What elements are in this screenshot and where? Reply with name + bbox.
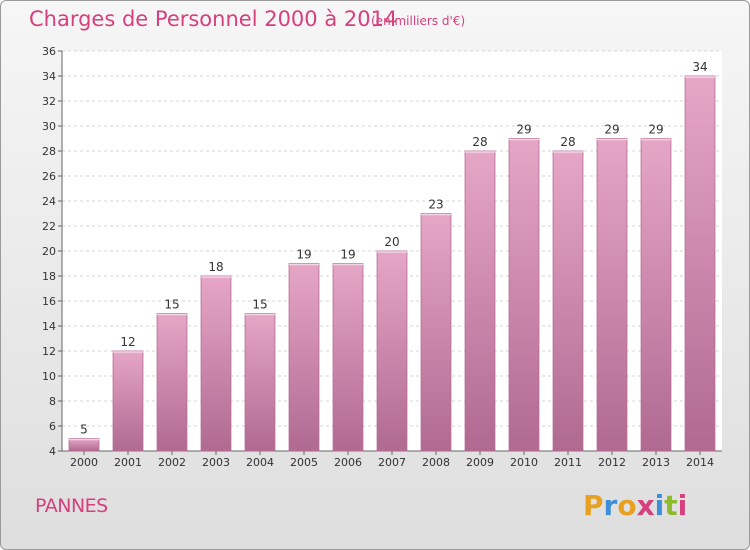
chart-subtitle: (en milliers d'€) xyxy=(371,14,466,28)
bar-2010[interactable] xyxy=(508,138,540,452)
logo-letter: o xyxy=(617,489,637,522)
y-tick-label: 22 xyxy=(42,220,56,233)
y-tick-label: 4 xyxy=(49,445,56,458)
bar-2014[interactable] xyxy=(684,75,716,452)
value-label: 15 xyxy=(164,298,179,312)
x-tick-label: 2014 xyxy=(686,456,714,469)
logo-letter: P xyxy=(583,489,604,522)
x-tick-label: 2005 xyxy=(290,456,318,469)
y-tick-label: 20 xyxy=(42,245,56,258)
logo-letter: x xyxy=(636,489,655,522)
y-tick-label: 14 xyxy=(42,320,56,333)
y-tick-label: 24 xyxy=(42,195,56,208)
y-tick-label: 28 xyxy=(42,145,56,158)
x-tick-label: 2013 xyxy=(642,456,670,469)
logo-letter: i xyxy=(654,489,665,522)
value-label: 18 xyxy=(208,260,223,274)
logo-letter: t xyxy=(664,489,678,522)
value-label: 20 xyxy=(384,235,399,249)
value-label: 29 xyxy=(648,123,663,137)
value-label: 29 xyxy=(516,123,531,137)
x-tick-label: 2009 xyxy=(466,456,494,469)
bar-2011[interactable] xyxy=(552,150,584,452)
logo-letter: i xyxy=(677,489,688,522)
y-tick-label: 34 xyxy=(42,70,56,83)
x-tick-label: 2006 xyxy=(334,456,362,469)
y-tick-label: 18 xyxy=(42,270,56,283)
value-label: 5 xyxy=(80,423,88,437)
x-tick-label: 2010 xyxy=(510,456,538,469)
bar-2000[interactable] xyxy=(68,438,100,452)
bar-2005[interactable] xyxy=(288,263,320,452)
x-tick-label: 2007 xyxy=(378,456,406,469)
y-tick-label: 32 xyxy=(42,95,56,108)
value-label: 28 xyxy=(560,135,575,149)
x-tick-label: 2012 xyxy=(598,456,626,469)
bar-2008[interactable] xyxy=(420,213,452,452)
x-tick-label: 2002 xyxy=(158,456,186,469)
x-tick-label: 2004 xyxy=(246,456,274,469)
bar-2009[interactable] xyxy=(464,150,496,452)
x-tick-label: 2001 xyxy=(114,456,142,469)
y-tick-label: 16 xyxy=(42,295,56,308)
bar-2002[interactable] xyxy=(156,313,188,452)
y-tick-label: 30 xyxy=(42,120,56,133)
value-label: 19 xyxy=(296,248,311,262)
x-tick-label: 2003 xyxy=(202,456,230,469)
y-tick-label: 36 xyxy=(42,45,56,58)
commune-name: PANNES xyxy=(35,495,108,517)
y-tick-label: 10 xyxy=(42,370,56,383)
bar-2004[interactable] xyxy=(244,313,276,452)
value-label: 23 xyxy=(428,198,443,212)
x-tick-label: 2008 xyxy=(422,456,450,469)
bar-2006[interactable] xyxy=(332,263,364,452)
chart-title: Charges de Personnel 2000 à 2014 xyxy=(29,7,398,31)
bar-2007[interactable] xyxy=(376,250,408,452)
x-tick-label: 2011 xyxy=(554,456,582,469)
bar-2001[interactable] xyxy=(112,350,144,452)
value-label: 29 xyxy=(604,123,619,137)
value-label: 34 xyxy=(692,60,707,74)
value-label: 28 xyxy=(472,135,487,149)
bar-2012[interactable] xyxy=(596,138,628,452)
logo-letter: r xyxy=(603,489,618,522)
x-tick-label: 2000 xyxy=(70,456,98,469)
proxiti-logo[interactable]: Proxiti xyxy=(583,489,687,522)
y-tick-label: 26 xyxy=(42,170,56,183)
value-label: 15 xyxy=(252,298,267,312)
value-label: 12 xyxy=(120,335,135,349)
y-tick-label: 8 xyxy=(49,395,56,408)
y-tick-label: 6 xyxy=(49,420,56,433)
y-tick-label: 12 xyxy=(42,345,56,358)
bar-2003[interactable] xyxy=(200,275,232,452)
value-label: 19 xyxy=(340,248,355,262)
bar-2013[interactable] xyxy=(640,138,672,452)
